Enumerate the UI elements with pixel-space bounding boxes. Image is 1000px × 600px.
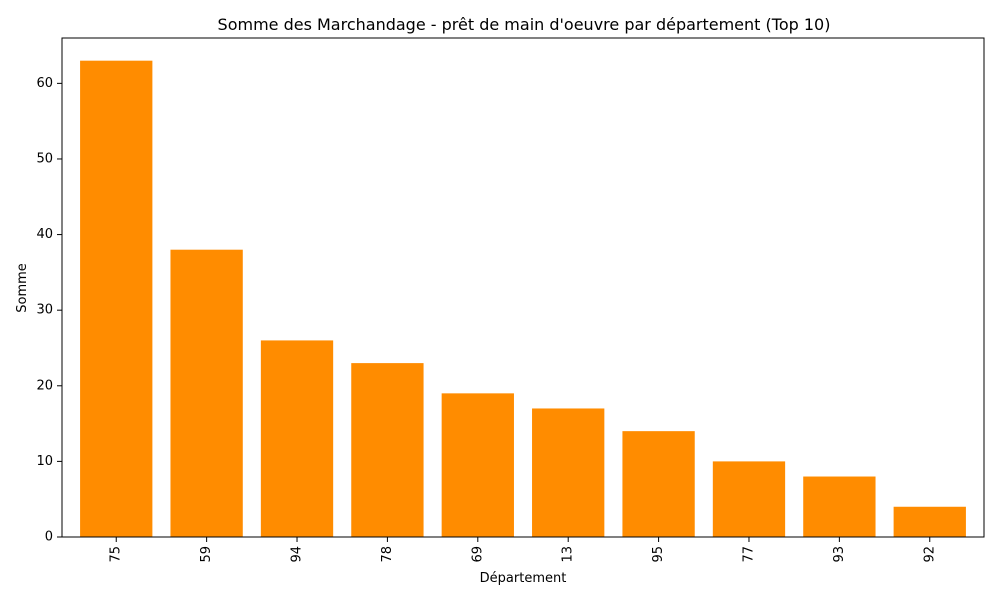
bars [80, 60, 966, 538]
x-tick-label: 95 [651, 546, 666, 563]
x-tick-label: 77 [741, 546, 756, 563]
x-tick-label: 75 [109, 546, 124, 563]
bar-69 [441, 393, 514, 537]
x-tick-label: 13 [561, 546, 576, 563]
x-tick-label: 69 [470, 546, 485, 563]
y-axis-ticks: 0 10 20 30 40 50 60 [36, 76, 62, 545]
bar-75 [80, 60, 153, 538]
bar-93 [803, 476, 876, 537]
bar-77 [712, 461, 786, 537]
bar-92 [893, 506, 966, 537]
chart-title: Somme des Marchandage - prêt de main d'o… [218, 15, 831, 34]
bar-94 [260, 340, 334, 537]
x-axis-ticks: 75 59 94 78 69 13 95 77 93 92 [109, 537, 937, 563]
bar-78 [351, 363, 424, 537]
y-tick-label: 0 [45, 530, 53, 545]
x-axis-label: Département [480, 571, 567, 586]
x-tick-label: 93 [832, 546, 847, 563]
y-tick-label: 10 [36, 454, 53, 469]
x-tick-label: 78 [380, 546, 395, 563]
x-tick-label: 59 [199, 546, 214, 563]
x-tick-label: 92 [922, 546, 937, 563]
bar-59 [170, 249, 243, 537]
plot-frame [61, 37, 985, 538]
y-axis-label: Somme [15, 263, 30, 313]
x-tick-label: 94 [290, 546, 305, 563]
y-tick-label: 40 [36, 227, 53, 242]
bar-13 [532, 408, 605, 537]
bar-95 [622, 431, 695, 537]
y-tick-label: 30 [36, 303, 53, 318]
y-tick-label: 20 [36, 378, 53, 393]
y-tick-label: 50 [36, 151, 53, 166]
y-tick-label: 60 [36, 76, 53, 91]
